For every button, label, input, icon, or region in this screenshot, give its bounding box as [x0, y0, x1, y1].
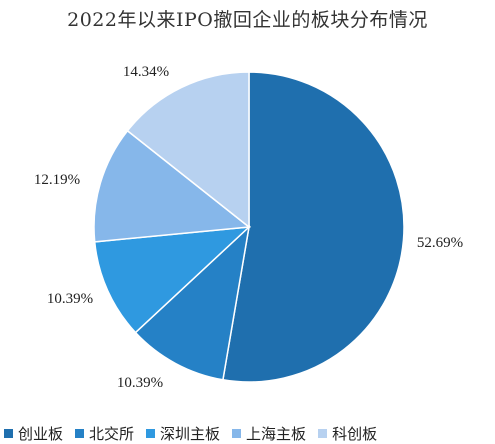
- legend-swatch: [4, 429, 13, 438]
- legend-item-beijiaosuo: 北交所: [75, 423, 134, 444]
- legend-label: 创业板: [18, 425, 64, 443]
- legend-swatch: [75, 429, 85, 438]
- data-label: 52.69%: [417, 235, 463, 251]
- legend-label: 上海主板: [246, 425, 307, 443]
- legend-label: 深圳主板: [160, 425, 221, 443]
- slice-shanghai-main: [93, 129, 251, 243]
- pie-chart: 52.69% 10.39% 10.39% 12.19% 14.34%: [34, 64, 463, 391]
- slice-beijiaosuo: [134, 224, 251, 381]
- legend-swatch: [318, 429, 328, 438]
- legend-swatch: [232, 429, 242, 438]
- legend-label: 北交所: [89, 425, 135, 443]
- legend-item-shanghai-main: 上海主板: [232, 423, 306, 444]
- slice-chuangyeban: [222, 71, 405, 383]
- legend-item-shenzhen-main: 深圳主板: [146, 423, 220, 444]
- legend-item-chuangyeban: 创业板: [4, 423, 63, 444]
- data-label: 10.39%: [47, 291, 93, 307]
- legend-label: 科创板: [332, 425, 378, 443]
- slice-shenzhen-main: [93, 226, 252, 334]
- legend-item-kechuangban: 科创板: [318, 423, 377, 444]
- legend-swatch: [146, 429, 156, 438]
- slice-kechuangban: [126, 71, 250, 229]
- legend: 创业板 北交所 深圳主板 上海主板 科创板: [4, 423, 494, 444]
- chart-title: 2022年以来IPO撤回企业的板块分布情况: [67, 9, 428, 31]
- data-label: 14.34%: [123, 64, 169, 80]
- data-label: 10.39%: [117, 375, 163, 391]
- data-label: 12.19%: [34, 172, 80, 188]
